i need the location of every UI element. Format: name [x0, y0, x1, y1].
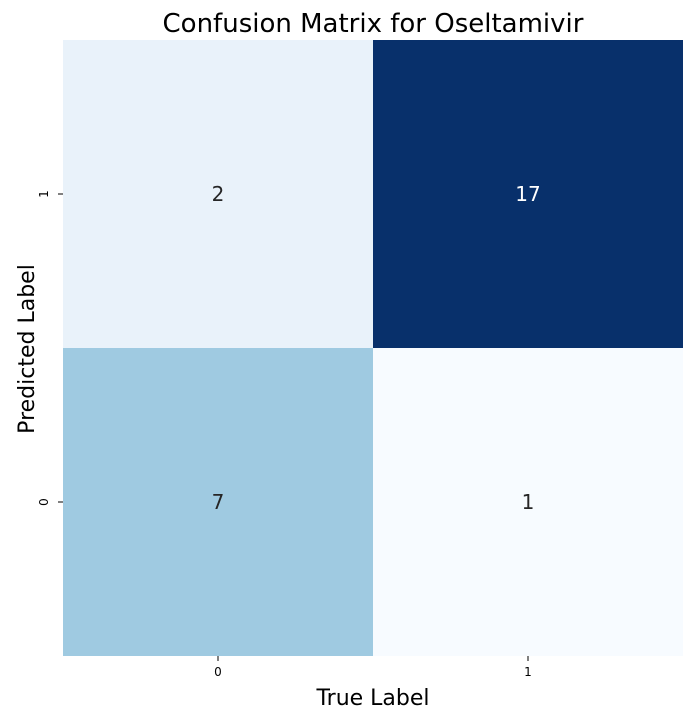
y-axis-label: Predicted Label — [15, 264, 40, 434]
heatmap-cell — [63, 348, 373, 656]
heatmap-cell — [63, 40, 373, 348]
chart-title: Confusion Matrix for Oseltamivir — [163, 9, 584, 39]
cell-value-label: 17 — [515, 182, 540, 206]
heatmap-cells — [63, 40, 683, 656]
y-tick-label: 1 — [37, 190, 51, 198]
y-axis-ticks: 10 — [37, 190, 63, 506]
cell-value-label: 7 — [212, 490, 225, 514]
heatmap-cell — [373, 348, 683, 656]
heatmap-cell — [373, 40, 683, 348]
y-tick-label: 0 — [37, 498, 51, 506]
cell-values: 2 17 7 1 — [212, 182, 541, 514]
x-tick-label: 0 — [214, 665, 222, 679]
x-tick-label: 1 — [524, 665, 532, 679]
x-axis-label: True Label — [315, 686, 429, 711]
cell-value-label: 2 — [212, 182, 225, 206]
cell-value-label: 1 — [522, 490, 535, 514]
